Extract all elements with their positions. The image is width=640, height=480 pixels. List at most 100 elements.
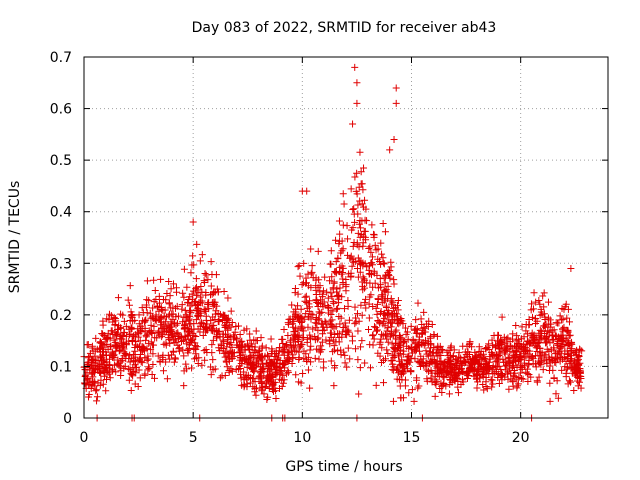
- data-point: [113, 343, 121, 351]
- data-point: [533, 377, 541, 385]
- data-point: [455, 349, 463, 357]
- data-point: [561, 347, 569, 355]
- data-point: [358, 200, 366, 208]
- data-point: [429, 356, 437, 364]
- data-point: [154, 303, 162, 311]
- data-point: [398, 361, 406, 369]
- data-point: [299, 370, 307, 378]
- data-point: [217, 340, 225, 348]
- data-point: [562, 357, 570, 365]
- data-point: [460, 353, 468, 361]
- data-point: [383, 330, 391, 338]
- data-point: [353, 264, 361, 272]
- data-point: [131, 338, 139, 346]
- data-point: [506, 364, 514, 372]
- data-point: [181, 324, 189, 332]
- data-point: [369, 331, 377, 339]
- data-point: [167, 320, 175, 328]
- data-point: [134, 325, 142, 333]
- data-point: [492, 351, 500, 359]
- data-point: [258, 366, 266, 374]
- data-point: [445, 390, 453, 398]
- data-point: [260, 390, 268, 398]
- data-point: [166, 329, 174, 337]
- data-point: [433, 377, 441, 385]
- data-point: [433, 332, 441, 340]
- data-point: [423, 359, 431, 367]
- data-point: [130, 367, 138, 375]
- data-point: [401, 376, 409, 384]
- data-point: [435, 368, 443, 376]
- data-point: [553, 353, 561, 361]
- data-point: [558, 366, 566, 374]
- data-point: [357, 168, 365, 176]
- data-point: [236, 370, 244, 378]
- data-point: [280, 326, 288, 334]
- data-point: [490, 331, 498, 339]
- data-point: [420, 308, 428, 316]
- data-point: [238, 381, 246, 389]
- data-point: [332, 267, 340, 275]
- data-point: [110, 352, 118, 360]
- data-point: [346, 355, 354, 363]
- data-point: [292, 308, 300, 316]
- data-point: [238, 357, 246, 365]
- data-point: [290, 317, 298, 325]
- data-point: [165, 335, 173, 343]
- data-point: [126, 331, 134, 339]
- data-point: [393, 364, 401, 372]
- data-point: [510, 342, 518, 350]
- data-point: [334, 255, 342, 263]
- data-point: [342, 322, 350, 330]
- data-point: [323, 288, 331, 296]
- data-point: [291, 338, 299, 346]
- data-point: [412, 316, 420, 324]
- data-point: [372, 324, 380, 332]
- data-point: [93, 386, 101, 394]
- data-point: [452, 363, 460, 371]
- data-point: [307, 270, 315, 278]
- data-point: [205, 305, 213, 313]
- data-point: [336, 230, 344, 238]
- data-point: [151, 374, 159, 382]
- data-point: [194, 286, 202, 294]
- data-point: [192, 291, 200, 299]
- data-point: [369, 261, 377, 269]
- data-point: [529, 305, 537, 313]
- data-point: [516, 369, 524, 377]
- data-point: [186, 312, 194, 320]
- data-point: [110, 313, 118, 321]
- data-point: [382, 271, 390, 279]
- data-point: [257, 334, 265, 342]
- data-point: [306, 297, 314, 305]
- data-point: [232, 366, 240, 374]
- data-point: [339, 280, 347, 288]
- data-point: [380, 379, 388, 387]
- data-point: [545, 347, 553, 355]
- data-point: [393, 313, 401, 321]
- data-point: [379, 320, 387, 328]
- data-point: [523, 340, 531, 348]
- data-point: [189, 252, 197, 260]
- data-point: [339, 221, 347, 229]
- data-point: [545, 366, 553, 374]
- data-point: [458, 376, 466, 384]
- data-point: [563, 327, 571, 335]
- data-point: [564, 380, 572, 388]
- data-point: [205, 299, 213, 307]
- data-point: [472, 353, 480, 361]
- data-point: [109, 318, 117, 326]
- data-point: [563, 314, 571, 322]
- data-point: [315, 308, 323, 316]
- data-point: [543, 338, 551, 346]
- data-point: [405, 389, 413, 397]
- data-point: [251, 343, 259, 351]
- data-point: [196, 257, 204, 265]
- data-point: [263, 359, 271, 367]
- data-point: [327, 310, 335, 318]
- data-point: [401, 367, 409, 375]
- data-point: [135, 356, 143, 364]
- data-point: [367, 248, 375, 256]
- data-point: [488, 376, 496, 384]
- data-point: [463, 369, 471, 377]
